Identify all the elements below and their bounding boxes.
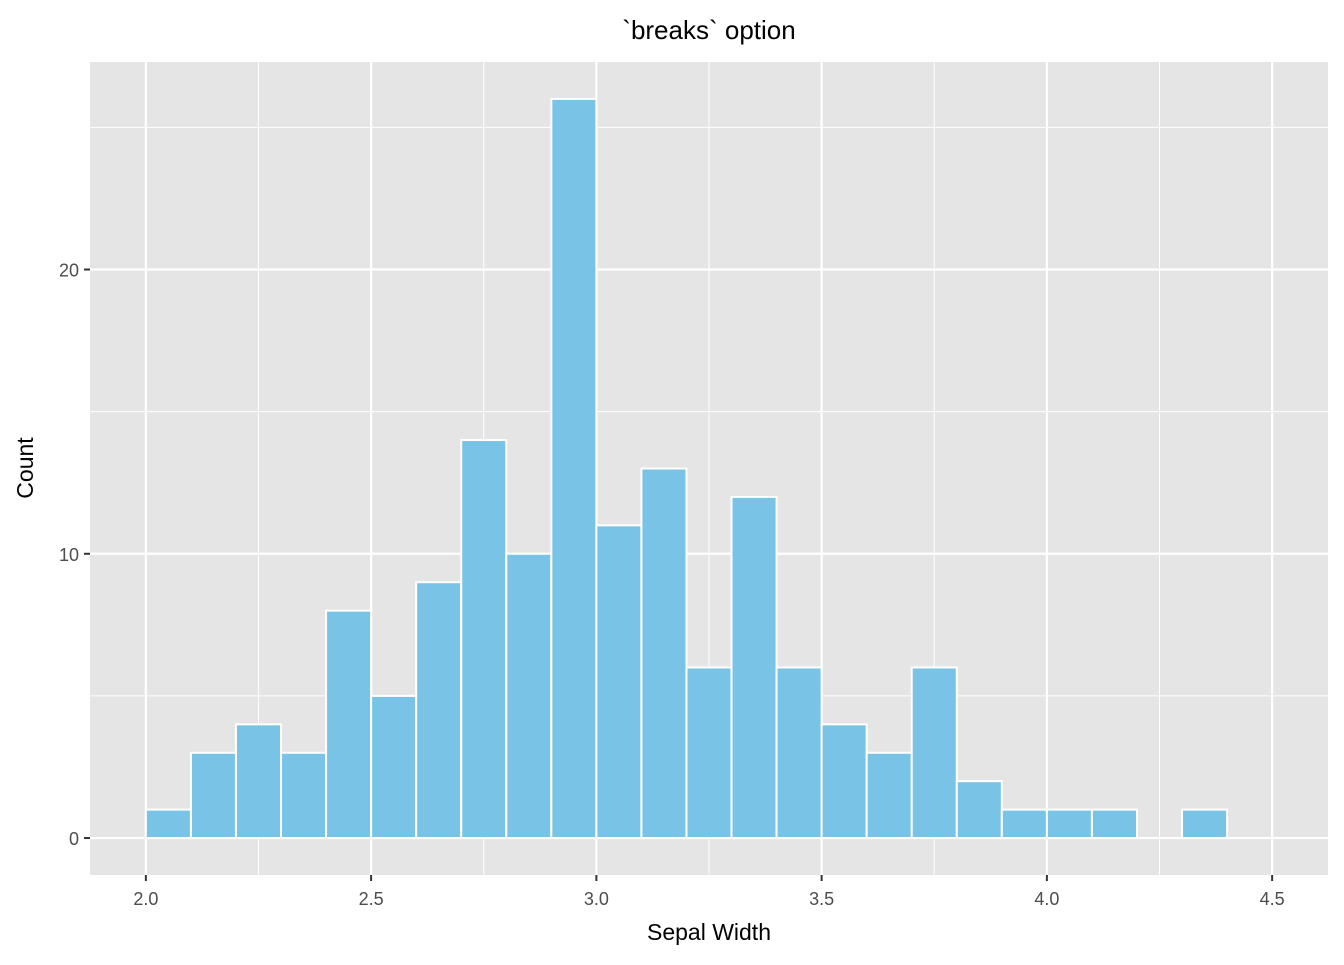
histogram-bar [730,495,778,840]
histogram-bar [325,609,373,840]
histogram-bar [144,808,192,840]
x-tick-label: 4.5 [1260,889,1285,909]
y-tick-label: 20 [59,261,79,281]
y-axis-label: Count [12,437,38,499]
y-tick-label: 0 [69,829,79,849]
histogram-bar [280,751,328,840]
histogram-bar [820,723,868,840]
histogram-bar [415,581,463,840]
histogram-bar [550,97,598,840]
x-tick-label: 4.0 [1034,889,1059,909]
histogram-bar [640,467,688,840]
histogram-bar [955,780,1003,840]
x-tick-label: 3.0 [584,889,609,909]
histogram-bar [505,552,553,840]
y-axis: 0 10 20 [59,261,90,849]
histogram-bar [234,723,283,840]
bars [144,97,1229,840]
y-tick-label: 10 [59,545,79,565]
x-axis-label: Sepal Width [647,919,771,945]
x-tick-label: 2.5 [359,889,384,909]
histogram-bar [1045,808,1093,840]
histogram-bar [1090,808,1138,840]
x-axis: 2.0 2.5 3.0 3.5 4.0 4.5 [133,875,1285,909]
x-tick-label: 3.5 [809,889,834,909]
histogram-bar [595,524,643,840]
histogram-bar [775,666,823,840]
histogram-bar [910,666,958,840]
histogram-bar [460,439,508,840]
histogram-bar [685,666,733,840]
histogram-bar [189,751,237,840]
histogram-bar [1000,808,1048,840]
x-tick-label: 2.0 [133,889,158,909]
histogram-bar [1181,808,1229,840]
chart-title: `breaks` option [622,15,795,45]
histogram-bar [865,751,913,840]
histogram-bar [370,694,418,840]
